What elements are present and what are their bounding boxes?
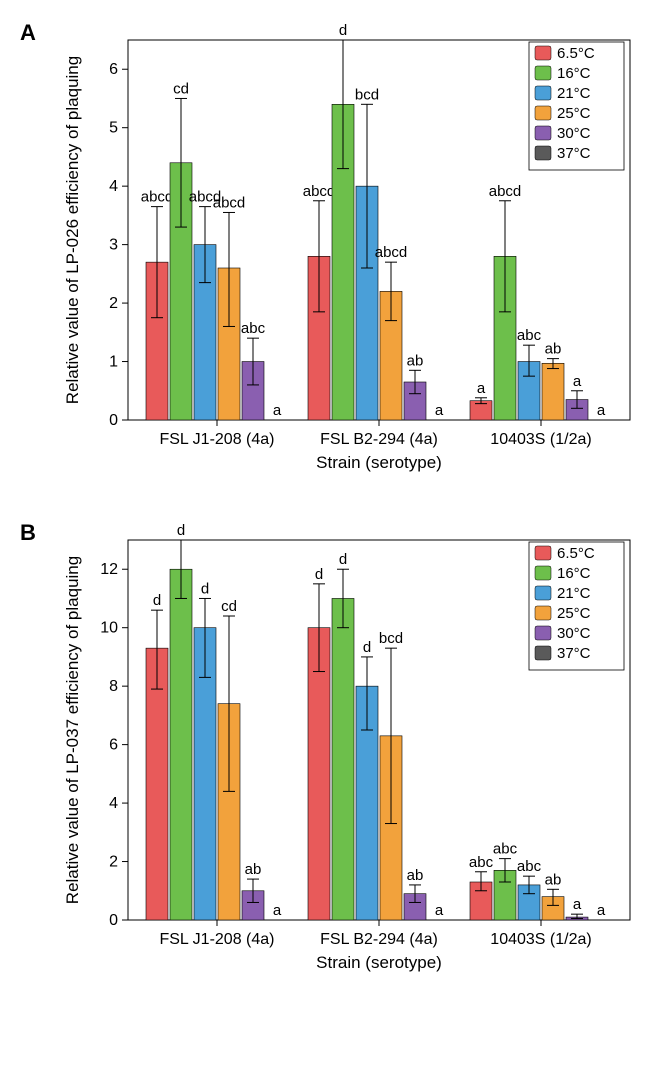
sig-label: abc — [493, 841, 518, 858]
ytick-label: 6 — [109, 737, 118, 754]
legend-label: 6.5°C — [557, 545, 595, 562]
legend-label: 21°C — [557, 585, 591, 602]
legend-swatch — [535, 66, 551, 80]
xtick-label: FSL B2-294 (4a) — [320, 431, 438, 448]
sig-label: d — [339, 22, 347, 39]
ytick-label: 1 — [109, 354, 118, 371]
sig-label: abcd — [141, 189, 174, 206]
sig-label: a — [435, 902, 444, 919]
ytick-label: 10 — [100, 620, 118, 637]
bar — [542, 363, 564, 420]
sig-label: a — [573, 896, 582, 913]
sig-label: ab — [545, 871, 562, 888]
legend-label: 16°C — [557, 65, 591, 82]
sig-label: cd — [173, 80, 189, 97]
sig-label: abc — [241, 320, 266, 337]
sig-label: a — [597, 402, 606, 419]
xtick-label: FSL B2-294 (4a) — [320, 931, 438, 948]
legend-label: 21°C — [557, 85, 591, 102]
ytick-label: 3 — [109, 237, 118, 254]
sig-label: ab — [245, 861, 262, 878]
ytick-label: 0 — [109, 912, 118, 929]
sig-label: abcd — [489, 183, 522, 200]
ytick-label: 5 — [109, 120, 118, 137]
bar — [332, 598, 354, 920]
legend-label: 37°C — [557, 145, 591, 162]
ytick-label: 2 — [109, 854, 118, 871]
legend-label: 30°C — [557, 125, 591, 142]
legend-label: 25°C — [557, 105, 591, 122]
sig-label: abcd — [375, 244, 408, 261]
sig-label: a — [477, 380, 486, 397]
legend-swatch — [535, 106, 551, 120]
sig-label: abc — [517, 858, 542, 875]
panel-label: A — [20, 20, 36, 46]
sig-label: abc — [469, 854, 494, 871]
sig-label: ab — [407, 867, 424, 884]
legend-swatch — [535, 566, 551, 580]
ytick-label: 12 — [100, 561, 118, 578]
bar — [170, 569, 192, 920]
x-axis-label: Strain (serotype) — [316, 453, 442, 472]
panel-B: B 0 2 4 6 8 10 12 Relative value of LP-037 effic… — [20, 520, 646, 980]
panel-A: A 0 1 2 3 4 5 6 Relative value of LP-026 efficie… — [20, 20, 646, 480]
xtick-label: 10403S (1/2a) — [490, 931, 591, 948]
legend-swatch — [535, 646, 551, 660]
y-axis-label: Relative value of LP-037 efficiency of p… — [63, 556, 82, 904]
y-axis-label: Relative value of LP-026 efficiency of p… — [63, 56, 82, 404]
sig-label: ab — [545, 341, 562, 358]
sig-label: abcd — [303, 183, 336, 200]
legend-swatch — [535, 86, 551, 100]
sig-label: d — [201, 580, 209, 597]
sig-label: a — [273, 902, 282, 919]
sig-label: d — [339, 551, 347, 568]
ytick-label: 4 — [109, 178, 118, 195]
sig-label: a — [597, 902, 606, 919]
sig-label: a — [435, 402, 444, 419]
ytick-label: 4 — [109, 795, 118, 812]
chart: 0 1 2 3 4 5 6 Relative value of LP-026 efficien… — [50, 20, 650, 480]
legend-swatch — [535, 626, 551, 640]
sig-label: a — [573, 373, 582, 390]
sig-label: a — [273, 402, 282, 419]
ytick-label: 0 — [109, 412, 118, 429]
legend-swatch — [535, 606, 551, 620]
ytick-label: 8 — [109, 678, 118, 695]
xtick-label: 10403S (1/2a) — [490, 431, 591, 448]
ytick-label: 6 — [109, 61, 118, 78]
sig-label: bcd — [355, 86, 379, 103]
sig-label: d — [363, 639, 371, 656]
sig-label: d — [153, 592, 161, 609]
sig-label: ab — [407, 352, 424, 369]
panel-label: B — [20, 520, 36, 546]
legend-swatch — [535, 146, 551, 160]
ytick-label: 2 — [109, 295, 118, 312]
xtick-label: FSL J1-208 (4a) — [159, 931, 274, 948]
sig-label: cd — [221, 598, 237, 615]
legend-label: 16°C — [557, 565, 591, 582]
sig-label: abcd — [213, 194, 246, 211]
legend-swatch — [535, 46, 551, 60]
chart: 0 2 4 6 8 10 12 Relative value of LP-037 effici… — [50, 520, 650, 980]
legend-label: 25°C — [557, 605, 591, 622]
x-axis-label: Strain (serotype) — [316, 953, 442, 972]
legend-swatch — [535, 586, 551, 600]
sig-label: bcd — [379, 630, 403, 647]
sig-label: d — [315, 566, 323, 583]
sig-label: d — [177, 522, 185, 539]
legend-swatch — [535, 126, 551, 140]
legend-label: 6.5°C — [557, 45, 595, 62]
xtick-label: FSL J1-208 (4a) — [159, 431, 274, 448]
legend-swatch — [535, 546, 551, 560]
legend-label: 37°C — [557, 645, 591, 662]
sig-label: abc — [517, 327, 542, 344]
legend-label: 30°C — [557, 625, 591, 642]
